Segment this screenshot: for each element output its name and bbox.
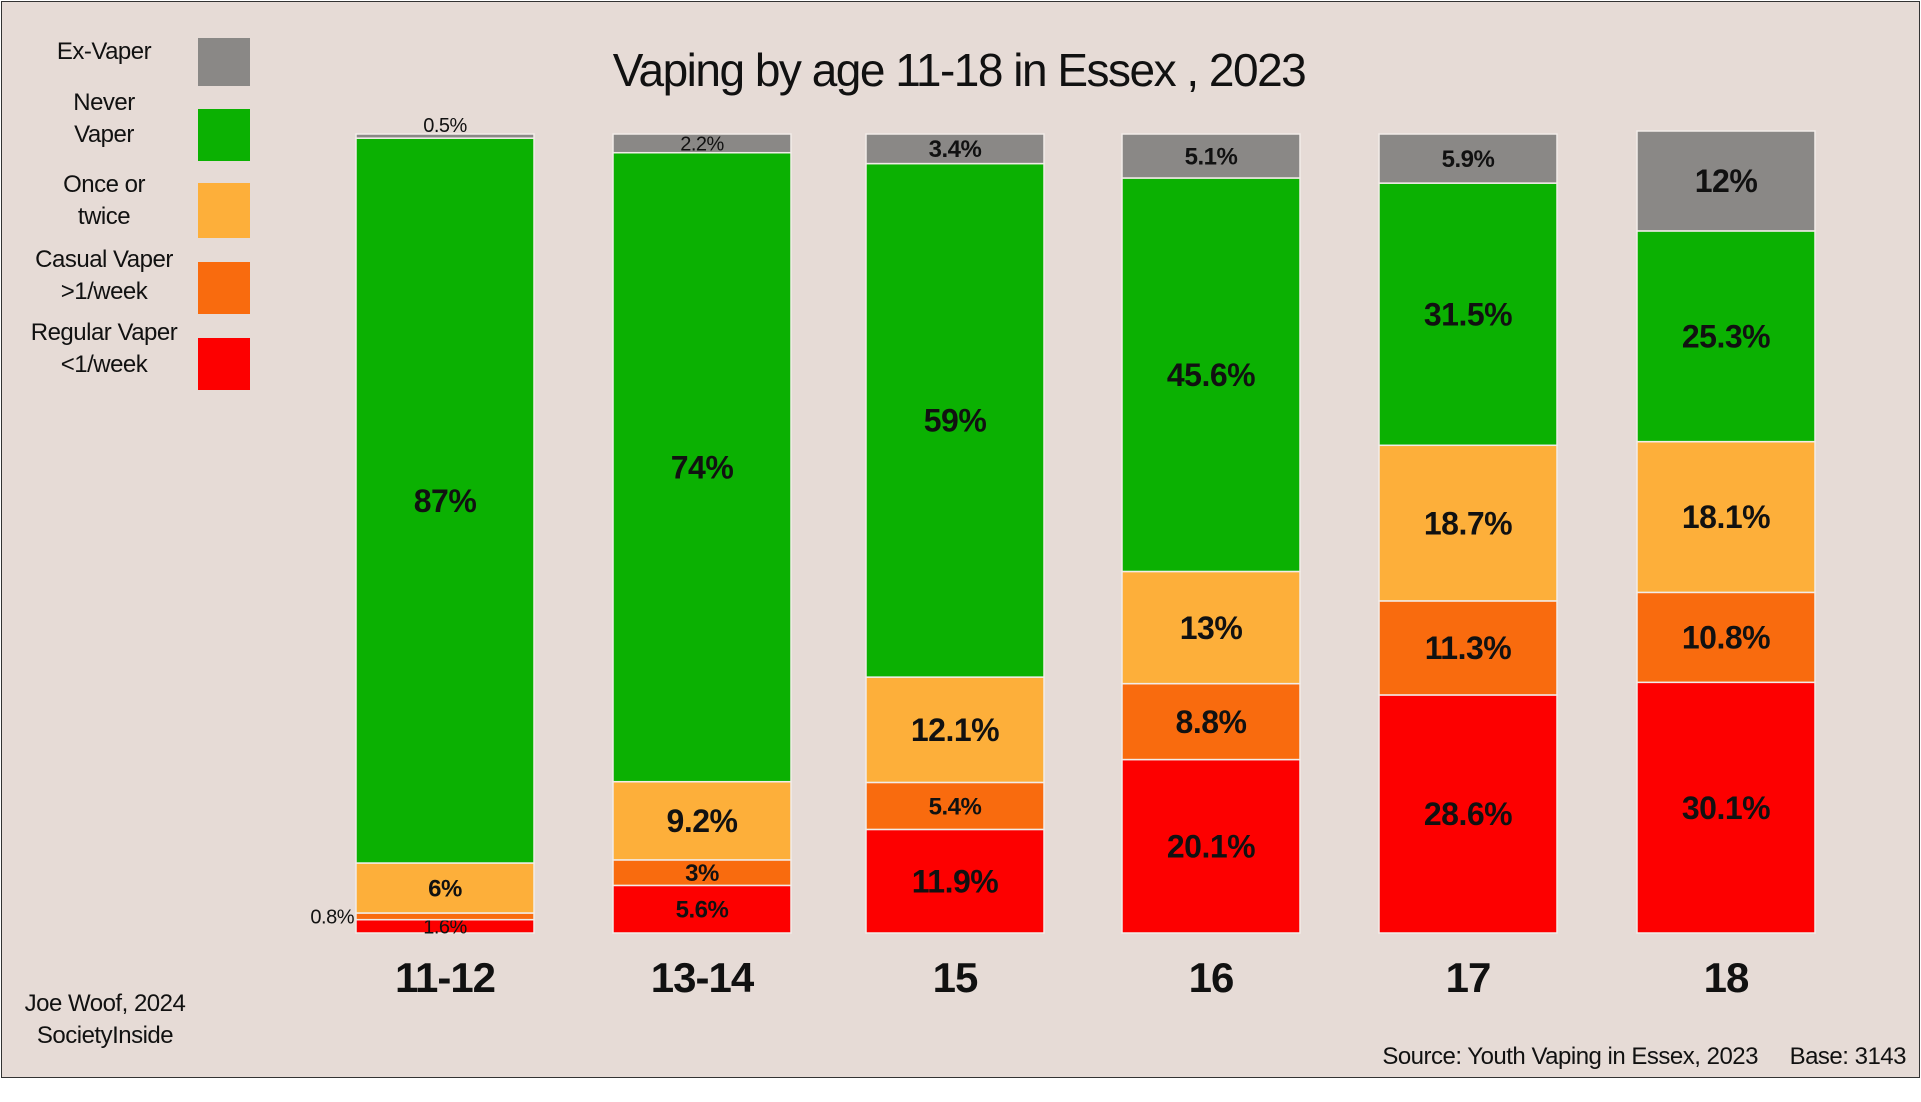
data-label-never-vaper-13-14: 74% (671, 449, 734, 485)
legend-label-ex-vaper-1: Ex-Vaper (57, 38, 152, 65)
data-label-regular-vaper-1-week-13-14: 5.6% (676, 897, 729, 924)
bar-segment-ex-vaper-13-14 (612, 133, 792, 154)
bar-stack-18: 30.1% 10.8% 18.1% 25.3% 12% (1636, 130, 1816, 934)
bar-stack-15: 11.9% 5.4% 12.1% 59% 3.4% (865, 133, 1045, 934)
legend-item-never-vaper: Never Vaper (73, 89, 250, 161)
bar-segment-never-vaper-16 (1121, 177, 1301, 573)
x-tick-11-12: 11-12 (395, 954, 495, 1001)
bar-segment-regular-vaper-1-week-18 (1636, 681, 1816, 934)
bar-segment-ex-vaper-15 (865, 133, 1045, 165)
bar-stack-17: 28.6% 11.3% 18.7% 31.5% 5.9% (1378, 133, 1558, 934)
bar-segment-regular-vaper-1-week-15 (865, 828, 1045, 934)
data-label-casual-vaper-1-week-17: 11.3% (1425, 630, 1512, 666)
bar-segment-once-or-twice-13-14 (612, 780, 792, 861)
bar-stack-13-14: 5.6% 3% 9.2% 74% 2.2% (612, 133, 792, 934)
x-axis-tick-labels: 11-12 13-14 15 16 17 18 (395, 954, 1750, 1001)
data-label-never-vaper-15: 59% (924, 403, 987, 439)
legend-label-regular-vaper-1-week-2: <1/week (61, 351, 149, 378)
bar-segment-once-or-twice-11-12 (355, 862, 535, 914)
bar-segment-never-vaper-11-12 (355, 137, 535, 864)
legend: Ex-Vaper Never Vaper Once or twice Casual Vap… (31, 38, 250, 390)
x-tick-17: 17 (1446, 954, 1491, 1001)
bar-segment-regular-vaper-1-week-13-14 (612, 884, 792, 934)
chart-title: Vaping by age 11-18 in Essex , 2023 (613, 44, 1306, 96)
bar-segment-never-vaper-17 (1378, 182, 1558, 447)
bars-layer: 1.6% 0.8% 6% 87% 0.5% 5.6% 3% 9.2% 74% 2.2% 11.9% 5… (310, 115, 1816, 938)
data-label-once-or-twice-18: 18.1% (1682, 499, 1770, 535)
legend-label-once-or-twice-2: twice (78, 203, 130, 230)
bar-segment-never-vaper-15 (865, 162, 1045, 678)
data-label-ex-vaper-13-14: 2.2% (680, 133, 724, 155)
data-label-ex-vaper-15: 3.4% (929, 136, 982, 163)
stacked-bar-chart: Vaping by age 11-18 in Essex , 2023 Ex-V… (25, 38, 1907, 1070)
legend-item-regular-vaper-1-week: Regular Vaper <1/week (31, 319, 250, 390)
source-note: Source: Youth Vaping in Essex, 2023 (1382, 1043, 1758, 1070)
data-label-regular-vaper-1-week-17: 28.6% (1424, 796, 1512, 832)
data-label-once-or-twice-16: 13% (1180, 610, 1243, 646)
legend-label-casual-vaper-1-week-1: Casual Vaper (35, 246, 173, 273)
legend-item-once-or-twice: Once or twice (63, 171, 250, 238)
legend-item-casual-vaper-1-week: Casual Vaper >1/week (35, 246, 250, 314)
bar-stack-16: 20.1% 8.8% 13% 45.6% 5.1% (1121, 133, 1301, 934)
legend-label-once-or-twice-1: Once or (63, 171, 145, 198)
chart-frame: Vaping by age 11-18 in Essex , 2023 Ex-V… (1, 1, 1920, 1078)
legend-label-regular-vaper-1-week-1: Regular Vaper (31, 319, 178, 346)
data-label-never-vaper-16: 45.6% (1167, 357, 1255, 393)
data-label-regular-vaper-1-week-11-12: 1.6% (423, 916, 467, 938)
legend-swatch-casual-vaper-1-week (198, 262, 250, 314)
data-label-never-vaper-18: 25.3% (1682, 318, 1770, 354)
bar-segment-once-or-twice-16 (1121, 570, 1301, 685)
bar-segment-never-vaper-18 (1636, 230, 1816, 443)
bar-segment-once-or-twice-18 (1636, 440, 1816, 594)
bar-segment-regular-vaper-1-week-17 (1378, 694, 1558, 934)
legend-swatch-regular-vaper-1-week (198, 338, 250, 390)
data-label-regular-vaper-1-week-16: 20.1% (1167, 828, 1255, 864)
data-label-never-vaper-17: 31.5% (1424, 296, 1512, 332)
data-label-once-or-twice-15: 12.1% (911, 712, 999, 748)
bar-segment-regular-vaper-1-week-16 (1121, 758, 1301, 934)
legend-label-casual-vaper-1-week-2: >1/week (61, 278, 149, 305)
legend-label-never-vaper-1: Never (73, 89, 135, 116)
x-tick-15: 15 (933, 954, 978, 1001)
legend-swatch-ex-vaper (198, 38, 250, 86)
credit-publisher: SocietyInside (37, 1022, 173, 1049)
bar-segment-ex-vaper-16 (1121, 133, 1301, 179)
data-label-casual-vaper-1-week-13-14: 3% (685, 860, 719, 887)
bar-segment-casual-vaper-1-week-17 (1378, 600, 1558, 696)
data-label-regular-vaper-1-week-15: 11.9% (912, 863, 999, 899)
legend-swatch-never-vaper (198, 109, 250, 161)
bar-stack-11-12: 1.6% 0.8% 6% 87% 0.5% (310, 115, 535, 938)
bar-segment-casual-vaper-1-week-11-12 (355, 912, 535, 921)
data-label-never-vaper-11-12: 87% (414, 483, 477, 519)
data-label-ex-vaper-11-12: 0.5% (423, 115, 467, 137)
data-label-casual-vaper-1-week-11-12: 0.8% (310, 906, 354, 928)
legend-label-never-vaper-2: Vaper (74, 121, 134, 148)
bar-segment-once-or-twice-15 (865, 676, 1045, 784)
bar-segment-casual-vaper-1-week-15 (865, 781, 1045, 831)
base-note: Base: 3143 (1790, 1043, 1907, 1070)
data-label-ex-vaper-16: 5.1% (1185, 143, 1238, 170)
credit-author: Joe Woof, 2024 (25, 990, 186, 1017)
x-tick-16: 16 (1189, 954, 1234, 1001)
data-label-once-or-twice-13-14: 9.2% (667, 803, 738, 839)
data-label-casual-vaper-1-week-18: 10.8% (1682, 620, 1770, 656)
bar-segment-casual-vaper-1-week-16 (1121, 682, 1301, 761)
data-label-once-or-twice-17: 18.7% (1424, 505, 1512, 541)
bar-segment-once-or-twice-17 (1378, 444, 1558, 602)
legend-swatch-once-or-twice (198, 183, 250, 238)
data-label-casual-vaper-1-week-16: 8.8% (1176, 704, 1247, 740)
x-tick-18: 18 (1704, 954, 1749, 1001)
data-label-casual-vaper-1-week-15: 5.4% (929, 793, 982, 820)
data-label-once-or-twice-11-12: 6% (428, 875, 462, 902)
bar-segment-never-vaper-13-14 (612, 151, 792, 783)
bar-segment-ex-vaper-18 (1636, 130, 1816, 232)
bar-segment-ex-vaper-11-12 (355, 133, 535, 139)
x-tick-13-14: 13-14 (651, 954, 755, 1001)
bar-segment-ex-vaper-17 (1378, 133, 1558, 184)
bar-segment-casual-vaper-1-week-18 (1636, 591, 1816, 684)
data-label-ex-vaper-18: 12% (1695, 163, 1758, 199)
data-label-regular-vaper-1-week-18: 30.1% (1682, 790, 1770, 826)
data-label-ex-vaper-17: 5.9% (1442, 146, 1495, 173)
legend-item-ex-vaper: Ex-Vaper (57, 38, 250, 86)
